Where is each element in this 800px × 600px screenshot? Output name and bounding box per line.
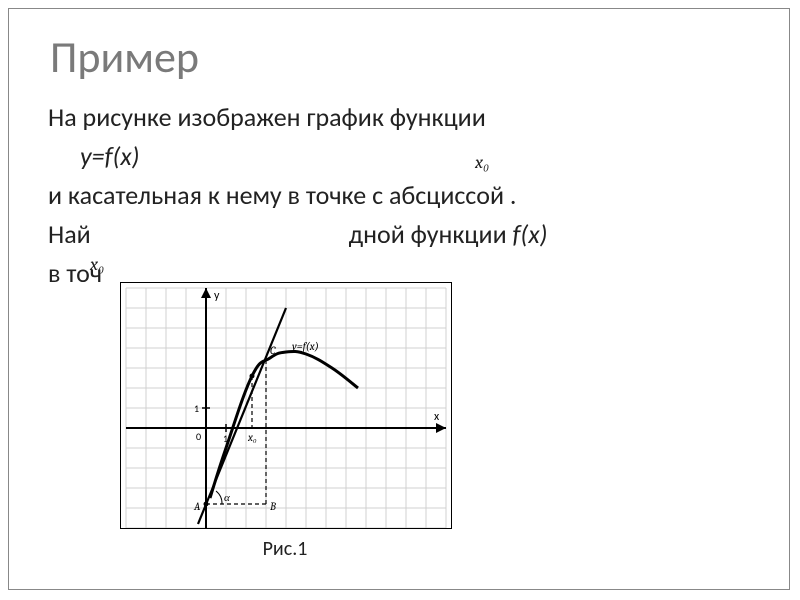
- svg-text:1: 1: [194, 402, 199, 415]
- equation-yfx: y=f(x): [80, 140, 140, 172]
- slide-title: Пример: [50, 30, 199, 84]
- svg-text:y: y: [214, 289, 220, 303]
- line-2: y=f(x): [48, 139, 748, 174]
- svg-text:x₀: x₀: [247, 431, 257, 444]
- line-3: и касательная к нему в точке с абсциссой…: [48, 178, 748, 213]
- x0-label-b: x₀: [90, 254, 104, 275]
- svg-text:α: α: [224, 491, 230, 504]
- figure-caption: Рис.1: [120, 537, 450, 561]
- figure-container: 011yxαABCx₀y=f(x) Рис.1: [120, 282, 450, 561]
- svg-text:y=f(x): y=f(x): [292, 340, 319, 353]
- svg-text:B: B: [269, 500, 276, 513]
- line-4-post: дной функции: [349, 218, 513, 250]
- line-4-pre: Най: [48, 218, 91, 250]
- line-4: Найдите значение производной функции f(x…: [48, 217, 748, 252]
- svg-text:0: 0: [196, 430, 201, 443]
- x0-label-a: x₀: [475, 152, 489, 173]
- fx: f(x): [513, 218, 548, 250]
- body-text: На рисунке изображен график функции y=f(…: [48, 100, 748, 295]
- svg-text:x: x: [434, 410, 440, 424]
- line-1: На рисунке изображен график функции: [48, 100, 748, 135]
- chart-figure: 011yxαABCx₀y=f(x): [120, 282, 452, 529]
- svg-text:A: A: [193, 500, 201, 513]
